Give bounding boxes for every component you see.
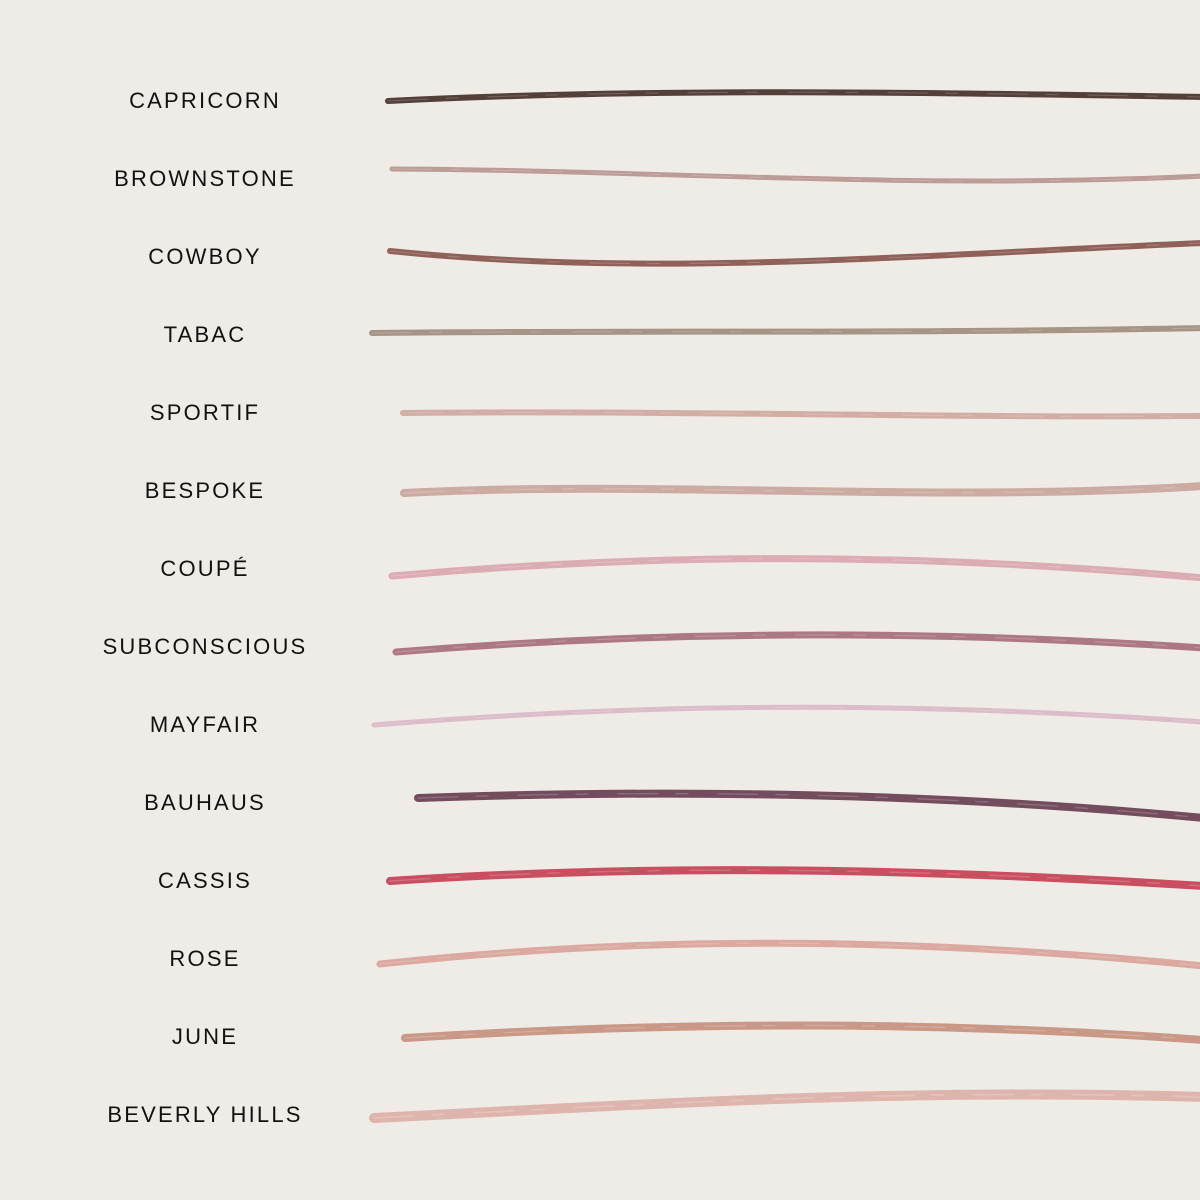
shade-stroke-swatch [369, 1089, 1200, 1123]
shade-stroke-texture [389, 242, 1200, 265]
shade-labels: CAPRICORN BROWNSTONE COWBOY TABAC SPORTIF BES… [0, 0, 410, 1200]
shade-label: CASSIS [158, 868, 252, 893]
shade-stroke-swatch [376, 939, 1200, 970]
shade-stroke-texture [373, 1093, 1200, 1119]
shade-label: COWBOY [148, 244, 262, 269]
shade-stroke-texture [391, 168, 1200, 182]
shade-label: BAUHAUS [144, 790, 266, 815]
shade-stroke-swatch [392, 631, 1200, 656]
shade-stroke-swatch [385, 89, 1200, 104]
shade-stroke-texture [389, 869, 1200, 887]
shade-stroke-swatch [388, 555, 1200, 582]
shade-label: SUBCONSCIOUS [102, 634, 308, 659]
shade-stroke-texture [373, 706, 1200, 726]
shade-label: ROSE [169, 946, 241, 971]
shade-label: TABAC [163, 322, 247, 347]
shade-stroke-swatch [400, 482, 1200, 497]
shade-stroke-swatch [369, 325, 1200, 336]
shade-label: BEVERLY HILLS [107, 1102, 303, 1127]
shade-stroke-texture [395, 634, 1200, 653]
shade-stroke-swatch [371, 704, 1200, 728]
shade-stroke-swatch [414, 789, 1200, 822]
shade-stroke-texture [387, 91, 1200, 102]
shade-stroke-texture [402, 411, 1200, 417]
shade-stroke-texture [391, 558, 1200, 579]
shade-label: SPORTIF [149, 400, 261, 425]
shade-label: CAPRICORN [129, 88, 281, 113]
shade-label: JUNE [171, 1024, 239, 1049]
shade-stroke-swatch [389, 166, 1200, 184]
shade-stroke-swatch [401, 1021, 1200, 1044]
shade-stroke-swatch [386, 866, 1200, 890]
shade-stroke-texture [371, 327, 1200, 334]
shade-stroke-texture [417, 792, 1200, 819]
shade-stroke-texture [379, 942, 1200, 967]
shade-stroke-texture [404, 1024, 1200, 1041]
shade-stroke-swatch [387, 240, 1200, 267]
shade-label: MAYFAIR [149, 712, 261, 737]
shade-stroke-texture [403, 485, 1200, 494]
shade-label: BROWNSTONE [114, 166, 296, 191]
shade-label: BESPOKE [144, 478, 266, 503]
shade-stroke-swatch [400, 409, 1200, 420]
shade-label: COUPÉ [160, 556, 250, 581]
